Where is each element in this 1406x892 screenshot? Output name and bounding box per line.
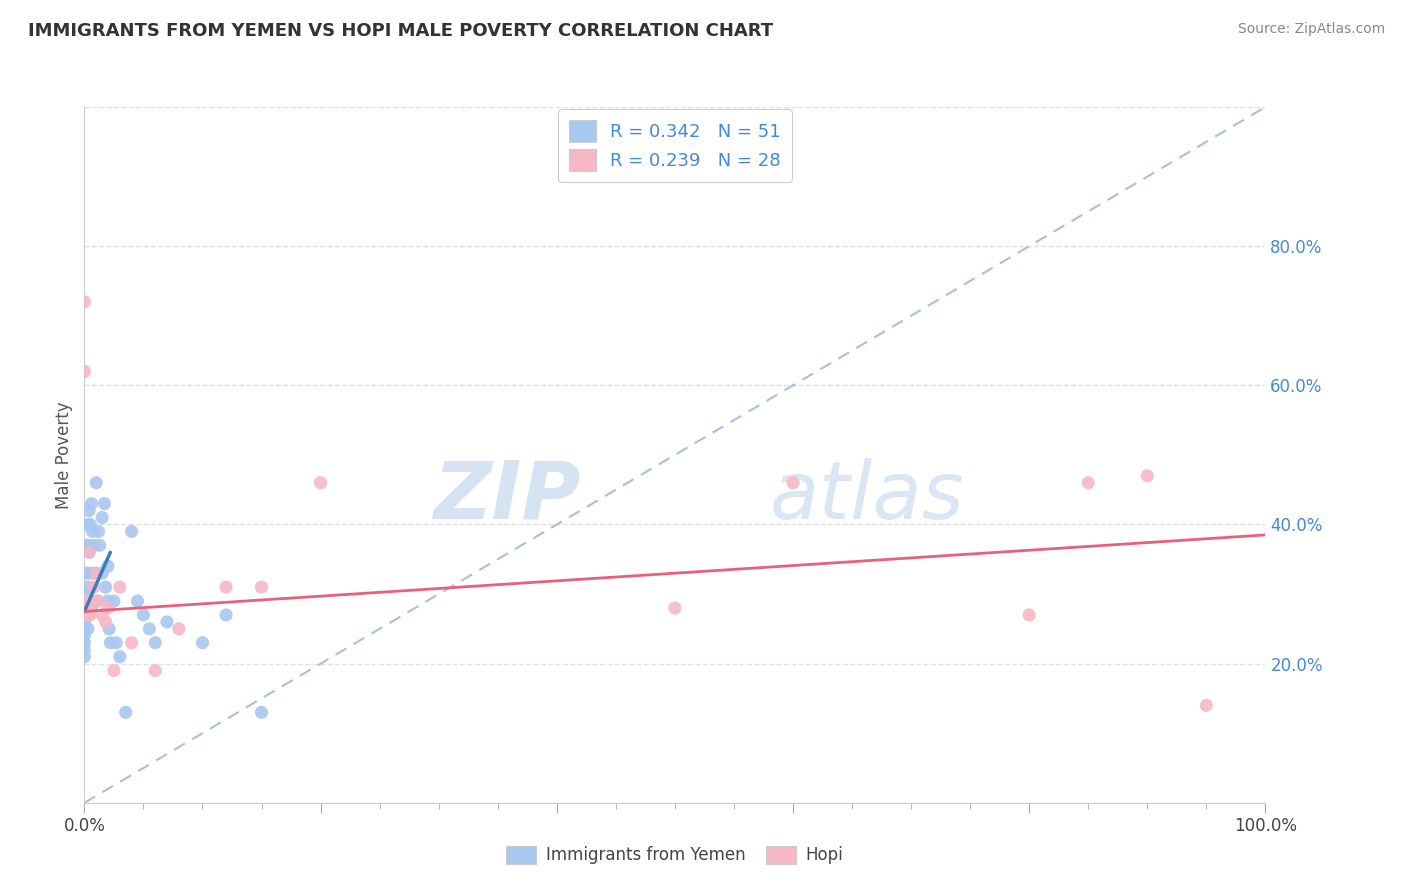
Point — [77, 622, 100, 636]
Point — [93, 497, 115, 511]
Point — [121, 524, 143, 539]
Point — [77, 594, 100, 608]
Point — [215, 607, 238, 622]
Point — [250, 706, 273, 720]
Point — [91, 566, 114, 581]
Point — [73, 587, 96, 601]
Point — [105, 636, 128, 650]
Point — [83, 538, 105, 552]
Point — [87, 594, 110, 608]
Point — [1018, 607, 1040, 622]
Point — [80, 601, 103, 615]
Text: ZIP: ZIP — [433, 458, 581, 536]
Point — [94, 580, 117, 594]
Point — [73, 642, 96, 657]
Point — [250, 580, 273, 594]
Point — [73, 601, 96, 615]
Point — [79, 566, 101, 581]
Point — [108, 649, 131, 664]
Text: atlas: atlas — [769, 458, 965, 536]
Point — [84, 594, 107, 608]
Point — [143, 636, 166, 650]
Point — [77, 607, 100, 622]
Point — [73, 649, 96, 664]
Point — [103, 664, 125, 678]
Point — [80, 497, 103, 511]
Point — [167, 622, 190, 636]
Point — [91, 510, 114, 524]
Point — [1195, 698, 1218, 713]
Point — [94, 615, 117, 629]
Point — [73, 615, 96, 629]
Point — [83, 580, 105, 594]
Point — [156, 615, 179, 629]
Point — [73, 622, 96, 636]
Point — [97, 559, 120, 574]
Point — [89, 538, 111, 552]
Point — [80, 594, 103, 608]
Point — [114, 706, 136, 720]
Point — [77, 545, 100, 559]
Point — [73, 636, 96, 650]
Point — [77, 538, 100, 552]
Point — [138, 622, 160, 636]
Point — [73, 364, 96, 378]
Point — [79, 607, 101, 622]
Point — [77, 503, 100, 517]
Point — [97, 601, 120, 615]
Point — [98, 622, 121, 636]
Point — [84, 475, 107, 490]
Legend: Immigrants from Yemen, Hopi: Immigrants from Yemen, Hopi — [499, 839, 851, 871]
Point — [97, 594, 120, 608]
Point — [127, 594, 149, 608]
Text: IMMIGRANTS FROM YEMEN VS HOPI MALE POVERTY CORRELATION CHART: IMMIGRANTS FROM YEMEN VS HOPI MALE POVER… — [28, 22, 773, 40]
Point — [77, 545, 100, 559]
Point — [98, 636, 121, 650]
Point — [84, 566, 107, 581]
Point — [1077, 475, 1099, 490]
Point — [87, 524, 110, 539]
Point — [79, 517, 101, 532]
Point — [77, 601, 100, 615]
Point — [84, 566, 107, 581]
Point — [103, 594, 125, 608]
Point — [1136, 468, 1159, 483]
Point — [82, 524, 104, 539]
Point — [73, 607, 96, 622]
Point — [309, 475, 332, 490]
Point — [664, 601, 686, 615]
Point — [91, 607, 114, 622]
Point — [77, 580, 100, 594]
Text: Source: ZipAtlas.com: Source: ZipAtlas.com — [1237, 22, 1385, 37]
Point — [215, 580, 238, 594]
Point — [121, 636, 143, 650]
Point — [191, 636, 214, 650]
Point — [132, 607, 155, 622]
Point — [73, 594, 96, 608]
Point — [76, 566, 98, 581]
Point — [73, 629, 96, 643]
Point — [108, 580, 131, 594]
Point — [73, 294, 96, 309]
Point — [782, 475, 804, 490]
Point — [143, 664, 166, 678]
Y-axis label: Male Poverty: Male Poverty — [55, 401, 73, 508]
Point — [76, 538, 98, 552]
Point — [76, 594, 98, 608]
Point — [77, 517, 100, 532]
